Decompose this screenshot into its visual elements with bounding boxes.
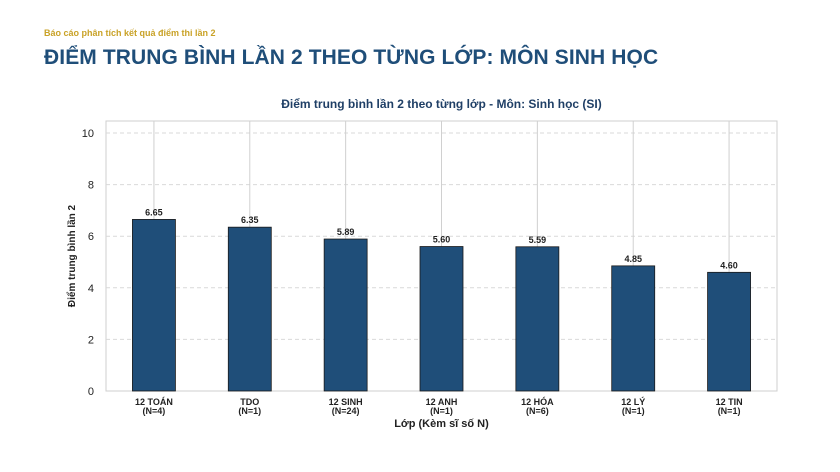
value-label: 6.35 bbox=[241, 215, 259, 225]
y-tick-label: 4 bbox=[88, 283, 94, 295]
value-label: 5.59 bbox=[529, 235, 547, 245]
value-label: 4.60 bbox=[720, 260, 738, 270]
x-tick-label: 12 ANH bbox=[426, 397, 458, 407]
y-tick-label: 2 bbox=[88, 334, 94, 346]
bar-3 bbox=[323, 238, 368, 392]
y-axis-label: Điểm trung bình lần 2 bbox=[66, 204, 78, 307]
x-tick-count: (N=1) bbox=[718, 406, 741, 416]
page-title: ĐIỂM TRUNG BÌNH LẦN 2 THEO TỪNG LỚP: MÔN… bbox=[44, 46, 659, 69]
y-tick-label: 8 bbox=[88, 180, 94, 192]
bar-1 bbox=[132, 219, 176, 392]
y-tick-label: 6 bbox=[88, 231, 94, 243]
value-label: 5.89 bbox=[337, 227, 355, 237]
x-tick-label: 12 LÝ bbox=[621, 396, 645, 407]
y-tick-label: 0 bbox=[88, 386, 94, 398]
x-tick-count: (N=1) bbox=[238, 406, 261, 416]
x-tick-label: 12 TOÁN bbox=[135, 397, 173, 407]
y-tick-label: 10 bbox=[82, 128, 94, 140]
bar-6 bbox=[611, 265, 656, 392]
value-label: 6.65 bbox=[145, 207, 163, 217]
x-tick-count: (N=4) bbox=[143, 406, 166, 416]
x-tick-count: (N=1) bbox=[622, 406, 645, 416]
bar-2 bbox=[227, 226, 272, 392]
chart-title: Điểm trung bình lần 2 theo từng lớp - Mô… bbox=[281, 97, 602, 111]
x-tick-label: 12 HÓA bbox=[521, 396, 554, 407]
bar-7 bbox=[707, 271, 751, 392]
value-label: 4.85 bbox=[624, 254, 642, 264]
value-label: 5.60 bbox=[433, 235, 451, 245]
report-kicker: Báo cáo phân tích kết quả điểm thi lần 2 bbox=[44, 28, 216, 38]
x-tick-count: (N=24) bbox=[332, 406, 360, 416]
bar-4 bbox=[419, 246, 464, 392]
bar-5 bbox=[515, 246, 560, 392]
x-axis-label: Lớp (Kèm sĩ số N) bbox=[394, 418, 489, 430]
x-tick-count: (N=1) bbox=[430, 406, 453, 416]
x-tick-label: 12 SINH bbox=[329, 397, 363, 407]
x-tick-label: 12 TIN bbox=[716, 397, 743, 407]
x-tick-count: (N=6) bbox=[526, 406, 549, 416]
x-tick-label: TDO bbox=[240, 397, 259, 407]
